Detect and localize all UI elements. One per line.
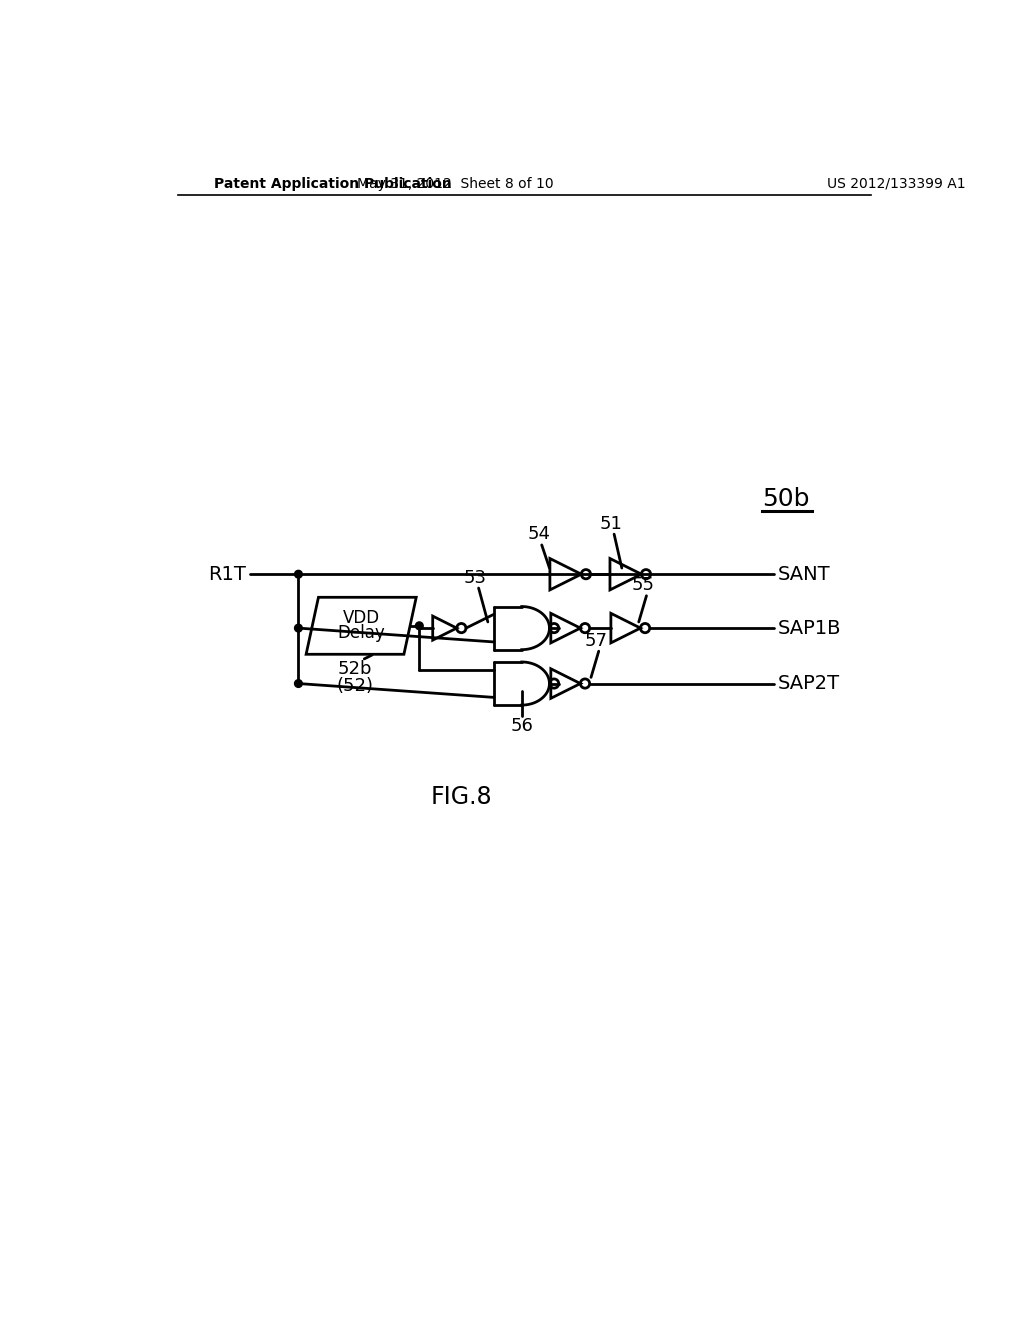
Circle shape <box>295 624 302 632</box>
Text: May 31, 2012  Sheet 8 of 10: May 31, 2012 Sheet 8 of 10 <box>357 177 554 191</box>
Text: R1T: R1T <box>208 565 246 583</box>
Text: 50b: 50b <box>762 487 809 511</box>
Text: 55: 55 <box>632 577 655 594</box>
Text: SAP2T: SAP2T <box>777 675 840 693</box>
Text: 51: 51 <box>600 515 623 533</box>
Text: SAP1B: SAP1B <box>777 619 841 638</box>
Circle shape <box>295 680 302 688</box>
Text: VDD: VDD <box>343 609 380 627</box>
Text: SANT: SANT <box>777 565 830 583</box>
Text: 56: 56 <box>510 718 534 735</box>
Text: (52): (52) <box>337 677 374 696</box>
Text: 54: 54 <box>527 525 550 544</box>
Text: 53: 53 <box>464 569 487 586</box>
Text: Patent Application Publication: Patent Application Publication <box>214 177 452 191</box>
Circle shape <box>416 622 423 630</box>
Text: 57: 57 <box>584 632 607 649</box>
Text: US 2012/133399 A1: US 2012/133399 A1 <box>827 177 966 191</box>
Text: Delay: Delay <box>337 624 385 643</box>
Text: FIG.8: FIG.8 <box>431 785 493 809</box>
Text: 52b: 52b <box>338 660 373 678</box>
Circle shape <box>295 570 302 578</box>
